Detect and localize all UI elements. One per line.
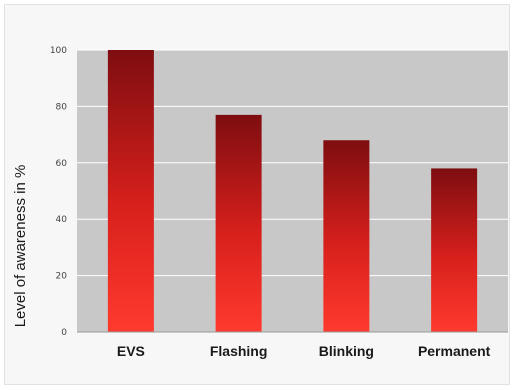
y-tick-label: 60 [56, 159, 68, 169]
y-tick-label: 100 [50, 46, 67, 56]
y-axis-label: Level of awareness in % [12, 165, 29, 328]
bar-blinking [323, 140, 370, 332]
category-label-flashing: Flashing [210, 343, 268, 359]
bar-permanent [431, 168, 478, 332]
y-tick-label: 0 [61, 328, 67, 338]
bar-flashing [215, 114, 262, 332]
category-label-blinking: Blinking [319, 343, 374, 359]
category-label-permanent: Permanent [418, 343, 491, 359]
category-label-evs: EVS [117, 343, 145, 359]
y-tick-label: 80 [56, 102, 68, 112]
x-category-labels: EVS Flashing Blinking Permanent [117, 343, 491, 359]
y-tick-labels: 0 20 40 60 80 100 [50, 46, 67, 338]
bar-evs [107, 50, 154, 332]
y-tick-label: 20 [56, 272, 68, 282]
y-tick-label: 40 [56, 215, 68, 225]
bars [107, 50, 478, 332]
